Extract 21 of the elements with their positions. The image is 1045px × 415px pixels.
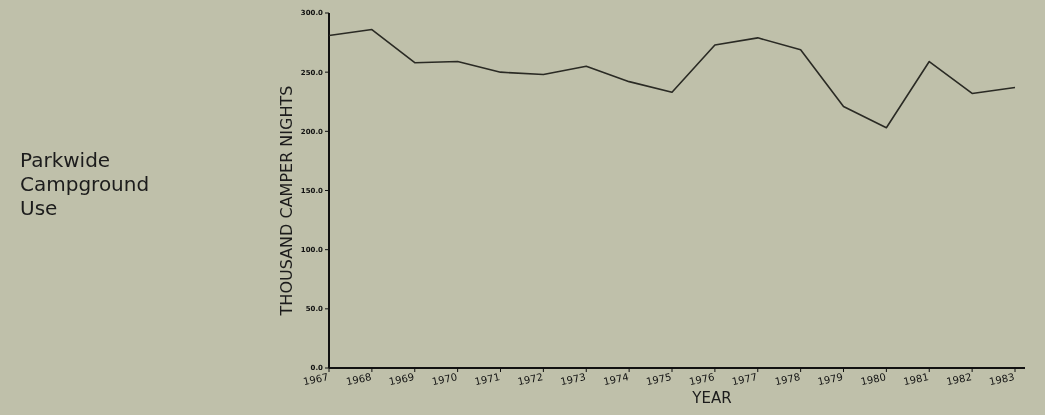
- x-tick-label: 1969: [387, 371, 416, 388]
- x-tick-label: 1971: [473, 371, 501, 388]
- x-tick-label: 1975: [645, 371, 673, 388]
- x-tick-label: 1978: [773, 371, 802, 388]
- x-tick-label: 1981: [902, 371, 930, 388]
- text: Parkwide Campground Use: [20, 148, 150, 220]
- x-tick-label: 1983: [988, 371, 1016, 388]
- x-axis-title: YEAR: [691, 389, 732, 407]
- x-tick-label: 1968: [345, 371, 373, 388]
- x-tick-label: 1982: [945, 371, 973, 388]
- x-tick-label: 1973: [559, 371, 587, 388]
- x-tick-label: 1972: [516, 371, 544, 388]
- x-tick-label: 1970: [430, 371, 459, 388]
- line-series: [328, 28, 1016, 129]
- x-tick-label: 1967: [302, 371, 330, 388]
- x-tick-label: 1980: [859, 371, 887, 388]
- x-tick-label: 1977: [730, 371, 759, 388]
- x-tick-label: 1979: [816, 371, 844, 388]
- y-axis-title: THOUSAND CAMPER NIGHTS: [277, 85, 296, 317]
- x-tick-label: 1974: [602, 371, 630, 388]
- x-tick-label: 1976: [688, 371, 716, 388]
